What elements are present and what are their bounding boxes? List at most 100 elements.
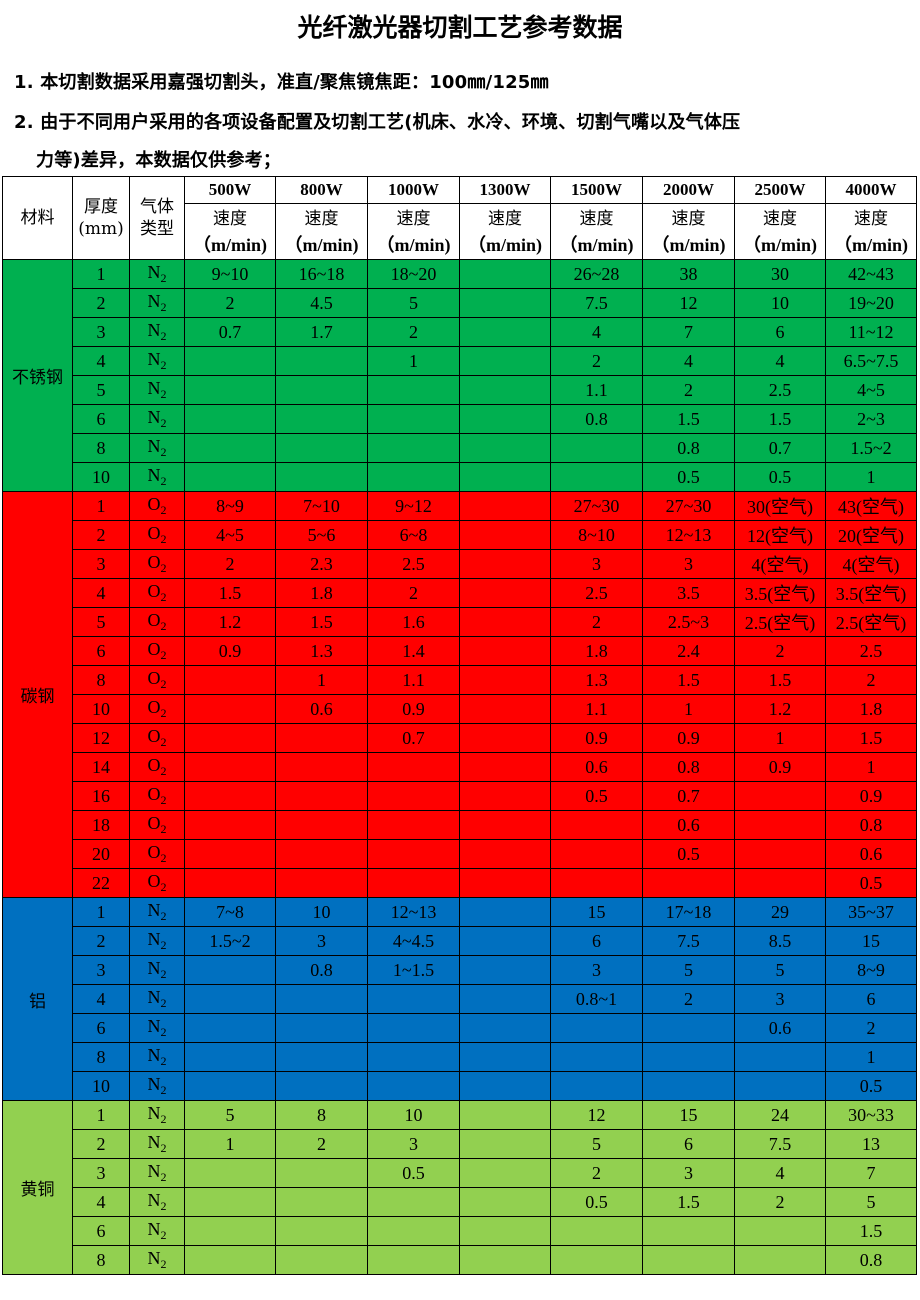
header-power-1300W: 1300W [459, 176, 551, 204]
gas-subscript: 2 [160, 329, 167, 343]
speed-cell [275, 346, 368, 376]
speed-cell: 6 [550, 926, 643, 956]
speed-cell [275, 462, 368, 492]
speed-cell [550, 810, 643, 840]
speed-cell: 29 [734, 897, 826, 927]
gas-cell: N2 [129, 462, 185, 492]
speed-cell: 38 [642, 259, 735, 289]
thickness-cell: 6 [72, 1216, 130, 1246]
gas-cell: O2 [129, 723, 185, 753]
speed-label: 速度 [488, 208, 522, 229]
gas-cell: O2 [129, 520, 185, 550]
thickness-cell: 5 [72, 375, 130, 405]
speed-cell: 4 [642, 346, 735, 376]
gas-symbol: N [147, 349, 161, 369]
gas-subscript: 2 [160, 793, 167, 807]
speed-cell: 3.5(空气) [825, 578, 917, 608]
speed-cell [275, 839, 368, 869]
speed-cell: 30~33 [825, 1100, 917, 1130]
speed-cell [459, 1100, 551, 1130]
gas-subscript: 2 [160, 1199, 167, 1213]
speed-label: 速度 [671, 208, 706, 229]
gas-cell: N2 [129, 1013, 185, 1043]
thickness-cell: 3 [72, 549, 130, 579]
speed-cell: 1.2 [184, 607, 276, 637]
header-speed-2500W: 速度 （m/min) [734, 203, 826, 260]
speed-cell: 12 [550, 1100, 643, 1130]
speed-cell [184, 839, 276, 869]
speed-cell: 19~20 [825, 288, 917, 318]
speed-cell: 3.5 [642, 578, 735, 608]
gas-subscript: 2 [160, 590, 167, 604]
speed-unit: （m/min) [468, 234, 542, 255]
speed-cell: 1 [825, 1042, 917, 1072]
speed-cell: 0.8 [642, 752, 735, 782]
speed-cell [367, 781, 460, 811]
material-cell: 黄铜 [2, 1100, 73, 1275]
gas-subscript: 2 [160, 1170, 167, 1184]
speed-cell [550, 1013, 643, 1043]
speed-cell [734, 1216, 826, 1246]
speed-cell [734, 810, 826, 840]
table-row: 4 O2 1.5 1.8 2 2.5 3.5 3.5(空气) 3.5(空气) [2, 578, 917, 608]
speed-cell [459, 259, 551, 289]
gas-cell: N2 [129, 955, 185, 985]
speed-cell [459, 1129, 551, 1159]
gas-subscript: 2 [160, 1083, 167, 1097]
speed-cell: 35~37 [825, 897, 917, 927]
speed-cell: 0.6 [275, 694, 368, 724]
table-row: 12 O2 0.7 0.9 0.9 1 1.5 [2, 723, 917, 753]
gas-subscript: 2 [160, 1112, 167, 1126]
speed-cell: 1.5 [184, 578, 276, 608]
speed-cell [459, 346, 551, 376]
speed-cell [367, 1245, 460, 1275]
speed-cell [184, 433, 276, 463]
table-row: 3 N2 0.5 2 3 4 7 [2, 1158, 917, 1188]
speed-cell: 0.8 [275, 955, 368, 985]
gas-cell: N2 [129, 346, 185, 376]
speed-cell: 7~10 [275, 491, 368, 521]
table-row: 6 N2 0.6 2 [2, 1013, 917, 1043]
speed-cell: 0.7 [642, 781, 735, 811]
thickness-cell: 16 [72, 781, 130, 811]
speed-cell: 5 [825, 1187, 917, 1217]
thickness-cell: 8 [72, 665, 130, 695]
speed-cell: 1.5 [734, 665, 826, 695]
table-row: 14 O2 0.6 0.8 0.9 1 [2, 752, 917, 782]
header-speed-2000W: 速度 （m/min) [642, 203, 735, 260]
speed-cell: 3 [642, 1158, 735, 1188]
header-power-2500W: 2500W [734, 176, 826, 204]
speed-cell [459, 694, 551, 724]
speed-cell [184, 462, 276, 492]
thickness-cell: 4 [72, 578, 130, 608]
speed-cell [642, 1245, 735, 1275]
speed-cell: 0.9 [184, 636, 276, 666]
gas-symbol: O [147, 697, 161, 717]
gas-subscript: 2 [160, 532, 167, 546]
speed-cell [459, 288, 551, 318]
speed-cell: 3 [550, 549, 643, 579]
gas-subscript: 2 [160, 503, 167, 517]
gas-subscript: 2 [160, 764, 167, 778]
speed-cell: 8~9 [825, 955, 917, 985]
gas-subscript: 2 [160, 1025, 167, 1039]
speed-cell: 42~43 [825, 259, 917, 289]
speed-cell [184, 694, 276, 724]
speed-cell [550, 1245, 643, 1275]
speed-cell [459, 578, 551, 608]
speed-cell: 1.5 [275, 607, 368, 637]
header-gas-type: 气体 类型 [129, 176, 185, 260]
speed-cell: 2 [275, 1129, 368, 1159]
thickness-cell: 8 [72, 1042, 130, 1072]
gas-symbol: O [147, 755, 161, 775]
speed-cell: 0.6 [825, 839, 917, 869]
gas-subscript: 2 [160, 271, 167, 285]
speed-cell [275, 984, 368, 1014]
speed-cell: 10 [367, 1100, 460, 1130]
speed-cell [642, 868, 735, 898]
speed-cell: 18~20 [367, 259, 460, 289]
gas-cell: O2 [129, 868, 185, 898]
speed-cell [275, 752, 368, 782]
speed-cell: 2.5 [734, 375, 826, 405]
speed-cell: 9~12 [367, 491, 460, 521]
